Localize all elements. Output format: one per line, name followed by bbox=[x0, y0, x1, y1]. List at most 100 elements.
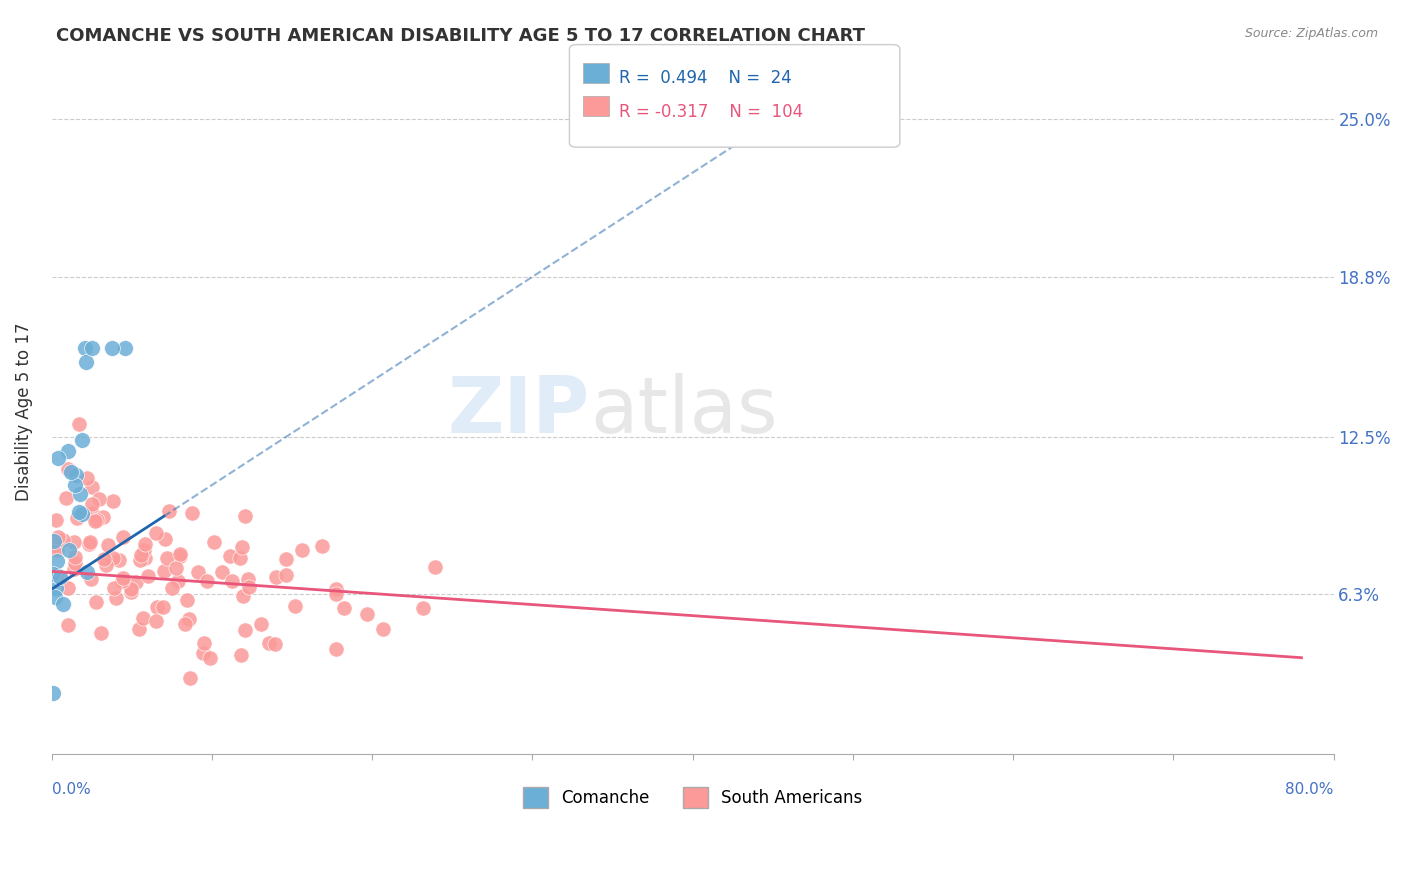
Point bbox=[136, 569, 159, 583]
Point bbox=[86, 513, 108, 527]
Point bbox=[193, 635, 215, 649]
Point bbox=[211, 565, 233, 579]
Point bbox=[93, 552, 115, 566]
Point bbox=[165, 561, 187, 575]
Point bbox=[128, 622, 150, 636]
Point bbox=[371, 622, 394, 636]
Point bbox=[80, 497, 103, 511]
Point bbox=[238, 580, 260, 594]
Point bbox=[125, 575, 148, 590]
Point bbox=[52, 597, 75, 611]
Point bbox=[134, 537, 156, 551]
Point bbox=[83, 514, 105, 528]
Point bbox=[91, 510, 114, 524]
Point bbox=[67, 417, 90, 432]
Point bbox=[274, 567, 297, 582]
Point bbox=[63, 478, 86, 492]
Point bbox=[45, 582, 67, 596]
Point bbox=[45, 513, 67, 527]
Point bbox=[412, 601, 434, 615]
Point bbox=[42, 686, 65, 700]
Point bbox=[152, 564, 174, 578]
Legend: Comanche, South Americans: Comanche, South Americans bbox=[516, 780, 869, 814]
Point bbox=[233, 623, 256, 637]
Point bbox=[179, 612, 201, 626]
Point bbox=[180, 506, 202, 520]
Point bbox=[231, 540, 253, 554]
Point bbox=[187, 565, 209, 579]
Point bbox=[79, 537, 101, 551]
Point bbox=[49, 570, 72, 584]
Point bbox=[94, 558, 117, 573]
Point bbox=[236, 572, 259, 586]
Point bbox=[233, 509, 256, 524]
Point bbox=[169, 549, 191, 563]
Point bbox=[129, 552, 152, 566]
Point bbox=[325, 587, 347, 601]
Point bbox=[167, 574, 190, 589]
Point bbox=[72, 433, 94, 447]
Point bbox=[311, 540, 333, 554]
Point bbox=[132, 611, 155, 625]
Text: 80.0%: 80.0% bbox=[1285, 781, 1333, 797]
Point bbox=[129, 549, 152, 563]
Point bbox=[56, 581, 79, 595]
Text: ZIP: ZIP bbox=[449, 374, 591, 450]
Point bbox=[42, 567, 65, 582]
Point bbox=[134, 543, 156, 558]
Text: R =  0.494    N =  24: R = 0.494 N = 24 bbox=[619, 69, 792, 87]
Point bbox=[69, 487, 91, 501]
Point bbox=[120, 584, 142, 599]
Point bbox=[80, 572, 103, 586]
Point bbox=[67, 505, 90, 519]
Point bbox=[112, 571, 135, 585]
Point bbox=[101, 494, 124, 508]
Point bbox=[249, 616, 271, 631]
Text: atlas: atlas bbox=[591, 374, 778, 450]
Point bbox=[45, 543, 67, 558]
Point bbox=[152, 600, 174, 615]
Point bbox=[76, 470, 98, 484]
Point bbox=[114, 341, 136, 355]
Text: R = -0.317    N =  104: R = -0.317 N = 104 bbox=[619, 103, 803, 120]
Point bbox=[134, 550, 156, 565]
Point bbox=[56, 461, 79, 475]
Point bbox=[62, 562, 84, 576]
Point bbox=[257, 636, 280, 650]
Point bbox=[111, 530, 134, 544]
Point bbox=[333, 600, 356, 615]
Point bbox=[55, 491, 77, 505]
Point bbox=[197, 574, 219, 589]
Point bbox=[46, 554, 69, 568]
Point bbox=[198, 651, 221, 665]
Point bbox=[325, 642, 347, 657]
Point bbox=[58, 617, 80, 632]
Point bbox=[76, 565, 98, 579]
Point bbox=[46, 451, 69, 466]
Point bbox=[232, 589, 254, 603]
Point bbox=[42, 534, 65, 549]
Point bbox=[70, 508, 93, 522]
Point bbox=[75, 355, 97, 369]
Text: Source: ZipAtlas.com: Source: ZipAtlas.com bbox=[1244, 27, 1378, 40]
Point bbox=[89, 491, 111, 506]
Point bbox=[284, 599, 307, 613]
Point bbox=[145, 615, 167, 629]
Point bbox=[90, 626, 112, 640]
Point bbox=[49, 571, 72, 585]
Point bbox=[44, 590, 66, 604]
Y-axis label: Disability Age 5 to 17: Disability Age 5 to 17 bbox=[15, 322, 32, 500]
Point bbox=[105, 591, 128, 605]
Point bbox=[145, 525, 167, 540]
Point bbox=[101, 341, 124, 355]
Point bbox=[221, 574, 243, 589]
Point bbox=[174, 616, 197, 631]
Point bbox=[45, 567, 67, 582]
Point bbox=[63, 534, 86, 549]
Point bbox=[58, 542, 80, 557]
Point bbox=[59, 465, 82, 479]
Point bbox=[155, 532, 177, 546]
Point bbox=[146, 600, 169, 615]
Point bbox=[82, 480, 104, 494]
Text: COMANCHE VS SOUTH AMERICAN DISABILITY AGE 5 TO 17 CORRELATION CHART: COMANCHE VS SOUTH AMERICAN DISABILITY AG… bbox=[56, 27, 865, 45]
